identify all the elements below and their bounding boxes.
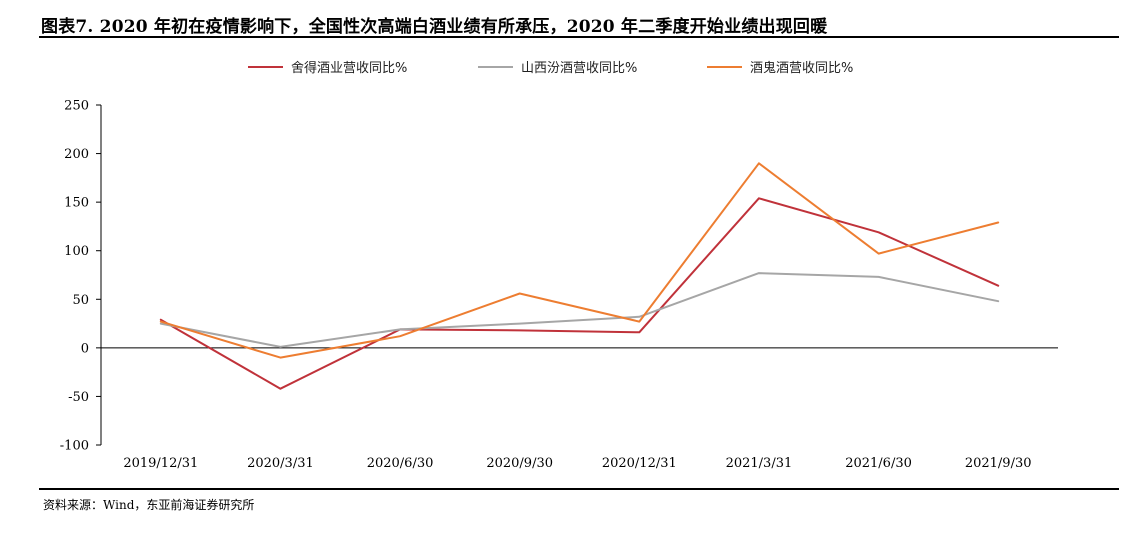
footer-divider (39, 488, 1119, 490)
series-line-1 (161, 198, 998, 388)
x-tick-label: 2021/6/30 (845, 456, 912, 471)
legend-label: 山西汾酒营收同比% (521, 61, 637, 76)
source-note: 资料来源：Wind，东亚前海证券研究所 (43, 496, 254, 513)
y-tick-label: 200 (64, 147, 89, 162)
y-tick-label: 0 (81, 341, 89, 356)
legend-item-2: 山西汾酒营收同比% (478, 61, 637, 76)
x-tick-label: 2021/3/31 (726, 456, 793, 471)
y-tick-label: 150 (64, 196, 89, 211)
legend-label: 舍得酒业营收同比% (291, 60, 407, 76)
axes: 250 200 150 100 50 0 -50 -100 2019/12/31 2020/3/3… (60, 99, 1058, 472)
x-tick-label: 2020/9/30 (486, 456, 553, 471)
series-line-3 (161, 163, 998, 357)
x-tick-label: 2020/12/31 (602, 456, 677, 471)
y-tick-label: 250 (64, 99, 89, 114)
legend-item-3: 酒鬼酒营收同比% (707, 60, 853, 76)
legend-item-1: 舍得酒业营收同比% (248, 60, 407, 76)
line-chart: 舍得酒业营收同比% 山西汾酒营收同比% 酒鬼酒营收同比% 250 200 150 100 5… (0, 40, 1143, 480)
y-tick-label: 50 (72, 293, 89, 308)
series-layer (161, 163, 998, 388)
y-tick-label: -50 (68, 390, 89, 405)
y-tick-label: 100 (64, 244, 89, 259)
legend-label: 酒鬼酒营收同比% (750, 60, 853, 76)
x-tick-label: 2020/6/30 (367, 456, 434, 471)
x-tick-label: 2021/9/30 (965, 456, 1032, 471)
legend: 舍得酒业营收同比% 山西汾酒营收同比% 酒鬼酒营收同比% (248, 60, 853, 76)
y-tick-label: -100 (60, 439, 89, 454)
series-line-2 (161, 273, 998, 347)
chart-title: 图表7. 2020 年初在疫情影响下，全国性次高端白酒业绩有所承压，2020 年… (41, 12, 827, 37)
x-tick-label: 2020/3/31 (247, 456, 314, 471)
title-bar: 图表7. 2020 年初在疫情影响下，全国性次高端白酒业绩有所承压，2020 年… (39, 6, 1119, 38)
x-tick-label: 2019/12/31 (123, 456, 198, 471)
